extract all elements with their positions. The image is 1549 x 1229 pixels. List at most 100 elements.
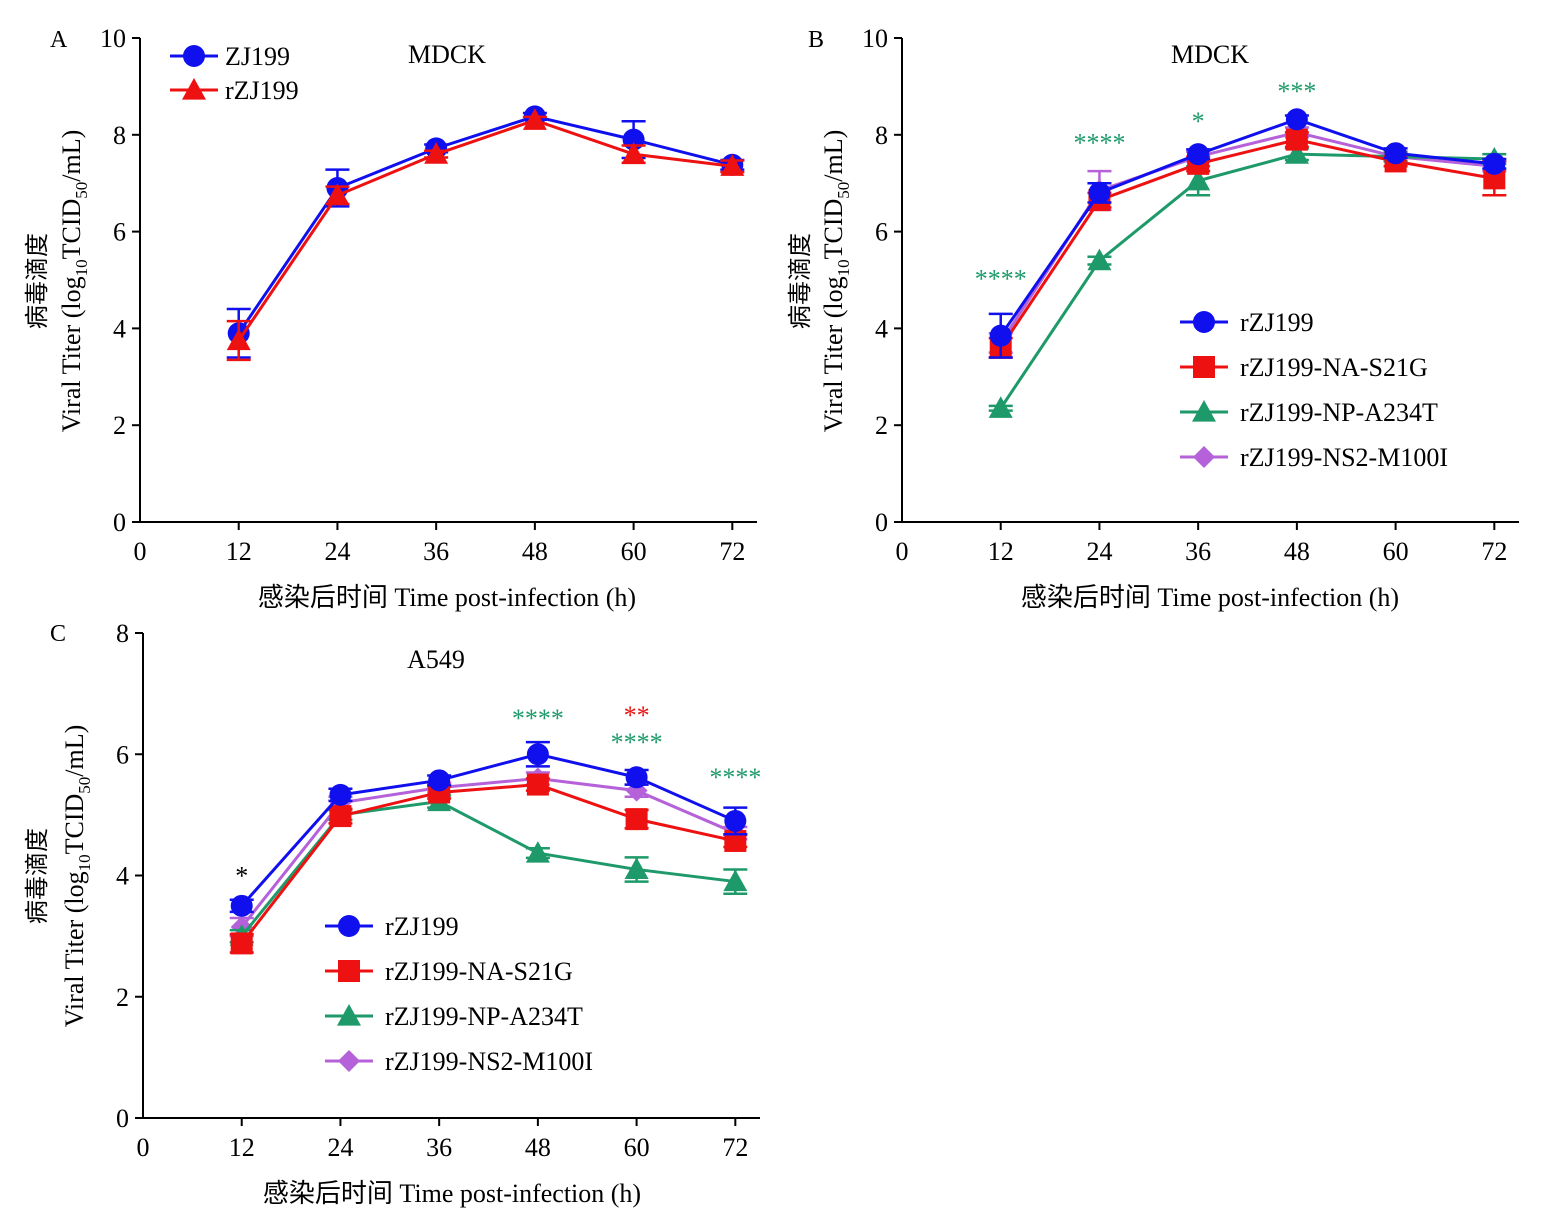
chart-title: A549 xyxy=(407,645,465,674)
x-tick-label: 0 xyxy=(134,537,147,566)
x-tick-label: 0 xyxy=(137,1133,150,1162)
y-tick-label: 0 xyxy=(116,1104,129,1133)
legend-item: rZJ199 xyxy=(170,76,299,105)
data-point xyxy=(1186,168,1211,191)
y-tick-label: 2 xyxy=(875,411,888,440)
x-tick-label: 12 xyxy=(988,537,1014,566)
x-tick-label: 60 xyxy=(621,537,647,566)
x-tick-label: 72 xyxy=(1481,537,1507,566)
legend: rZJ199 rZJ199-NA-S21G rZJ199-NP-A234T rZJ19… xyxy=(325,912,593,1076)
legend-marker xyxy=(338,915,360,937)
data-point xyxy=(1284,142,1309,164)
x-tick-label: 24 xyxy=(1086,537,1112,566)
significance-mark: *** xyxy=(1277,77,1316,106)
significance-mark: ** xyxy=(624,701,650,730)
significance-mark: **** xyxy=(611,728,663,757)
y-axis-label: Viral Titer (log10TCID50/mL) xyxy=(60,725,94,1028)
data-point xyxy=(428,769,451,792)
legend-label: rZJ199-NP-A234T xyxy=(1240,398,1438,427)
y-tick-label: 10 xyxy=(100,24,126,53)
y-tick-label: 6 xyxy=(875,218,888,247)
significance-mark: **** xyxy=(975,264,1027,293)
y-tick-label: 4 xyxy=(875,314,888,343)
y-tick-label: 0 xyxy=(113,508,126,537)
data-point xyxy=(1088,181,1111,204)
y-axis-label-cn: 病毒滴度 xyxy=(24,828,51,924)
y-axis-label-cn: 病毒滴度 xyxy=(24,233,51,329)
chart-title: MDCK xyxy=(1171,40,1249,69)
x-axis-label: 感染后时间 Time post-infection (h) xyxy=(263,1179,641,1208)
x-tick-label: 72 xyxy=(719,537,745,566)
data-point xyxy=(1087,248,1112,271)
data-point xyxy=(625,766,648,789)
data-point xyxy=(1384,142,1407,165)
series-line xyxy=(240,752,736,907)
x-axis-label: 感染后时间 Time post-infection (h) xyxy=(1021,583,1399,612)
series-rZJ199-NA-S21G xyxy=(229,773,748,955)
x-tick-label: 36 xyxy=(426,1133,452,1162)
panel-b: B MDCK 病毒滴度 Viral Titer (log10TCID50/mL)… xyxy=(787,24,1519,612)
panel-label: A xyxy=(50,27,68,53)
series-rZJ199 xyxy=(229,740,748,917)
data-point xyxy=(1187,143,1210,166)
legend-item: rZJ199-NS2-M100I xyxy=(1180,443,1448,472)
data-point xyxy=(1483,152,1506,175)
legend-label: ZJ199 xyxy=(225,42,290,71)
legend-item: rZJ199-NA-S21G xyxy=(325,957,573,986)
legend-marker xyxy=(183,45,205,67)
y-axis-label-cn: 病毒滴度 xyxy=(787,233,814,329)
x-tick-label: 60 xyxy=(624,1133,650,1162)
legend-marker xyxy=(1193,446,1215,468)
significance-mark: **** xyxy=(709,763,761,792)
x-tick-label: 60 xyxy=(1383,537,1409,566)
panel-label: C xyxy=(50,621,66,647)
legend-marker xyxy=(1192,400,1216,422)
panel-label: B xyxy=(808,27,824,53)
y-tick-label: 10 xyxy=(862,24,888,53)
data-point xyxy=(720,154,745,176)
legend-item: rZJ199 xyxy=(325,912,459,941)
series-line xyxy=(237,114,733,335)
x-tick-label: 24 xyxy=(327,1133,353,1162)
data-point xyxy=(226,328,251,351)
series-line xyxy=(999,117,1495,337)
data-point xyxy=(625,808,648,831)
y-tick-label: 8 xyxy=(875,121,888,150)
series-rZJ199 xyxy=(226,108,745,362)
x-tick-label: 48 xyxy=(522,537,548,566)
y-tick-label: 0 xyxy=(875,508,888,537)
x-tick-label: 48 xyxy=(1284,537,1310,566)
y-tick-label: 4 xyxy=(113,314,126,343)
y-tick-label: 6 xyxy=(116,740,129,769)
y-axis-label: Viral Titer (log10TCID50/mL) xyxy=(57,130,91,433)
legend-label: rZJ199-NP-A234T xyxy=(385,1002,583,1031)
legend-item: ZJ199 xyxy=(170,42,290,71)
y-tick-label: 2 xyxy=(113,411,126,440)
series-rZJ199 xyxy=(988,108,1507,359)
data-point xyxy=(526,773,549,796)
legend-item: rZJ199 xyxy=(1180,308,1314,337)
y-tick-label: 6 xyxy=(113,218,126,247)
legend: rZJ199 rZJ199-NA-S21G rZJ199-NP-A234T rZJ19… xyxy=(1180,308,1448,472)
data-point xyxy=(525,841,550,863)
y-tick-label: 8 xyxy=(113,121,126,150)
data-point xyxy=(1285,128,1308,151)
data-point xyxy=(424,142,449,164)
data-point xyxy=(230,894,253,917)
data-point xyxy=(526,743,549,766)
series-line xyxy=(240,783,736,945)
legend-item: rZJ199-NP-A234T xyxy=(1180,398,1438,427)
data-point xyxy=(724,809,747,832)
data-point xyxy=(325,183,350,205)
x-tick-label: 72 xyxy=(722,1133,748,1162)
legend-label: rZJ199 xyxy=(385,912,459,941)
x-tick-label: 12 xyxy=(226,537,252,566)
legend-label: rZJ199-NA-S21G xyxy=(1240,353,1428,382)
legend-label: rZJ199-NA-S21G xyxy=(385,957,573,986)
x-tick-label: 12 xyxy=(229,1133,255,1162)
y-axis-label: Viral Titer (log10TCID50/mL) xyxy=(819,130,853,433)
